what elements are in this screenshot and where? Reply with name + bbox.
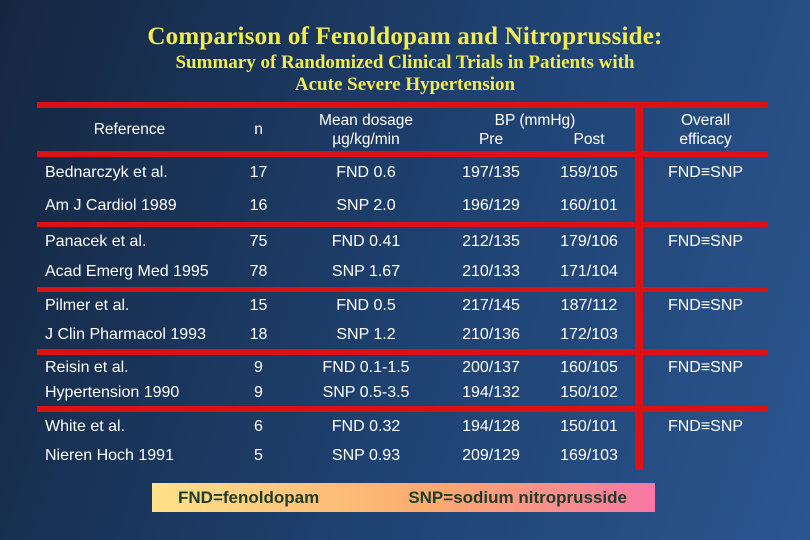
row-vline-spacer (633, 292, 643, 321)
dosage-fnd-value: FND 0.5 (336, 297, 396, 315)
bp-post-snp-value: 150/102 (560, 384, 618, 402)
dosage-fnd-value: FND 0.41 (331, 233, 401, 250)
bp-pre-snp-value: 196/129 (462, 196, 520, 214)
reference-journal: Am J Cardiol 1989 (45, 196, 177, 214)
row-vline-spacer (633, 412, 643, 441)
column-header-dosage-line1: Mean dosage (319, 111, 413, 129)
efficacy-value: FND≡SNP (667, 233, 744, 250)
efficacy-value: FND≡SNP (667, 358, 744, 376)
bp-post-snp-value: 171/104 (560, 263, 618, 280)
table-header-divider (37, 151, 768, 157)
bp-pre-fnd-value: 200/137 (462, 358, 520, 376)
reference-name: Reisin et al. (45, 358, 129, 376)
column-header-bp-sub: Pre Post (437, 130, 633, 149)
reference-name: Pilmer et al. (45, 297, 130, 315)
row-vline-spacer (633, 227, 643, 257)
page-subtitle: Summary of Randomized Clinical Trials in… (0, 52, 810, 96)
dosage-fnd-value: FND 0.6 (336, 164, 396, 182)
n-fnd-value: 75 (249, 233, 268, 250)
header-vline-spacer (633, 108, 643, 151)
efficacy-value: FND≡SNP (667, 417, 744, 435)
bp-pre-snp-value: 209/129 (462, 446, 520, 464)
dosage-snp-value: SNP 1.67 (331, 263, 401, 280)
n-snp-value: 9 (254, 384, 263, 402)
n-fnd-value: 9 (254, 358, 263, 376)
table-row: Bednarczyk et al. 17 FND 0.6 197/135 159… (37, 157, 768, 222)
column-header-pre: Pre (478, 130, 504, 148)
bp-pre-snp-value: 210/133 (462, 263, 520, 280)
bp-pre-snp-value: 210/136 (462, 325, 520, 343)
column-header-efficacy-line2: efficacy (679, 130, 732, 148)
n-fnd-value: 15 (249, 297, 268, 315)
dosage-snp-value: SNP 0.5-3.5 (322, 384, 410, 402)
reference-name: White et al. (45, 417, 126, 435)
page-title: Comparison of Fenoldopam and Nitroprussi… (147, 23, 663, 50)
table-row: White et al. 6 FND 0.32 194/128 150/101 … (37, 412, 768, 470)
bp-post-fnd-value: 150/101 (560, 417, 618, 435)
n-fnd-value: 6 (254, 417, 263, 435)
bp-pre-fnd-value: 212/135 (462, 233, 520, 250)
efficacy-value: FND≡SNP (667, 297, 744, 315)
column-header-efficacy: Overall efficacy (643, 108, 768, 151)
efficacy-column-divider (635, 102, 643, 470)
column-header-dosage: Mean dosage µg/kg/min (295, 108, 437, 151)
bp-post-snp-value: 169/103 (560, 446, 618, 464)
bp-post-fnd-value: 159/105 (560, 164, 618, 182)
bp-post-fnd-value: 179/106 (560, 233, 618, 250)
bp-pre-fnd-value: 194/128 (462, 417, 520, 435)
page-subtitle-line1: Summary of Randomized Clinical Trials in… (175, 52, 635, 73)
dosage-fnd-value: FND 0.1-1.5 (322, 358, 410, 376)
n-snp-value: 5 (254, 446, 263, 464)
n-snp-value: 78 (249, 263, 268, 280)
n-snp-value: 16 (249, 196, 268, 214)
bp-pre-snp-value: 194/132 (462, 384, 520, 402)
bp-post-snp-value: 172/103 (560, 325, 618, 343)
column-header-efficacy-line1: Overall (680, 111, 731, 129)
row-vline-spacer (633, 157, 643, 190)
reference-journal: Hypertension 1990 (45, 384, 180, 402)
row-vline-spacer (633, 355, 643, 381)
row-divider-4 (37, 406, 768, 412)
legend-snp: SNP=sodium nitroprusside (408, 487, 627, 507)
page-subtitle-line2: Acute Severe Hypertension (294, 74, 516, 95)
dosage-fnd-value: FND 0.32 (331, 417, 401, 435)
dosage-snp-value: SNP 0.93 (331, 446, 401, 464)
table-header: Reference n Mean dosage µg/kg/min BP (mm… (37, 108, 768, 151)
column-header-post: Post (573, 130, 605, 148)
bp-pre-fnd-value: 217/145 (462, 297, 520, 315)
reference-journal: Acad Emerg Med 1995 (45, 263, 209, 280)
table-border-top (37, 102, 768, 108)
column-header-n: n (254, 120, 263, 138)
table-row: Pilmer et al. 15 FND 0.5 217/145 187/112… (37, 292, 768, 349)
column-header-bp: BP (mmHg) Pre Post (437, 108, 633, 151)
table-row: Reisin et al. 9 FND 0.1-1.5 200/137 160/… (37, 355, 768, 406)
legend-bar: FND=fenoldopam SNP=sodium nitroprusside (152, 483, 655, 512)
reference-journal: J Clin Pharmacol 1993 (45, 325, 206, 343)
table-row: Panacek et al. 75 FND 0.41 212/135 179/1… (37, 227, 768, 287)
column-header-reference: Reference (93, 120, 166, 138)
n-snp-value: 18 (249, 325, 268, 343)
bp-post-fnd-value: 160/105 (560, 358, 618, 376)
row-divider-2 (37, 287, 768, 292)
legend-fnd: FND=fenoldopam (178, 487, 320, 507)
dosage-snp-value: SNP 2.0 (336, 196, 396, 214)
n-fnd-value: 17 (249, 164, 268, 182)
row-divider-3 (37, 349, 768, 355)
row-divider-1 (37, 222, 768, 227)
efficacy-value: FND≡SNP (667, 164, 744, 182)
reference-name: Panacek et al. (45, 233, 147, 250)
bp-post-fnd-value: 187/112 (560, 297, 618, 315)
column-header-dosage-line2: µg/kg/min (332, 130, 400, 148)
column-header-bp-label: BP (mmHg) (494, 111, 576, 129)
dosage-snp-value: SNP 1.2 (336, 325, 396, 343)
reference-journal: Nieren Hoch 1991 (45, 446, 174, 464)
bp-pre-fnd-value: 197/135 (462, 164, 520, 182)
reference-name: Bednarczyk et al. (45, 164, 168, 182)
bp-post-snp-value: 160/101 (560, 196, 618, 214)
